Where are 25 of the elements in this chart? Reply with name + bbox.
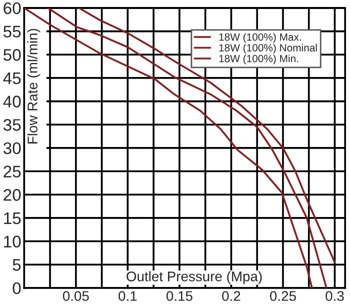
y-tick-label: 50 [4,49,21,61]
y-tick-label: 25 [4,166,21,178]
y-tick-label: 5 [12,259,21,271]
x-tick-label: 0.15 [166,291,192,301]
y-tick-label: 20 [4,189,21,201]
y-tick-label: 45 [3,72,21,84]
y-tick-label: 0 [12,282,21,294]
y-tick-label: 60 [4,2,21,14]
x-tick-label: 0.1 [118,291,137,301]
line-series [78,8,336,264]
x-tick-label: 0.05 [62,291,89,301]
legend-label: 18W (100%) Min. [219,54,298,64]
y-axis-title: Flow Rate (ml/min) [27,28,40,144]
y-tick-label: 30 [3,142,21,154]
x-axis-title: Outlet Pressure (Mpa) [126,271,262,284]
y-tick-label: 40 [3,96,21,108]
y-tick-label: 15 [4,212,21,224]
y-tick-label: 35 [3,119,21,131]
legend-label: 18W (100%) Max. [219,33,301,43]
y-tick-label: 10 [4,236,21,248]
x-tick-label: 0.2 [222,291,240,301]
x-tick-label: 0.25 [270,291,296,301]
legend-label: 18W (100%) Nominal [219,44,317,54]
x-tick-label: 0.3 [326,291,344,301]
y-tick-label: 55 [4,26,21,38]
